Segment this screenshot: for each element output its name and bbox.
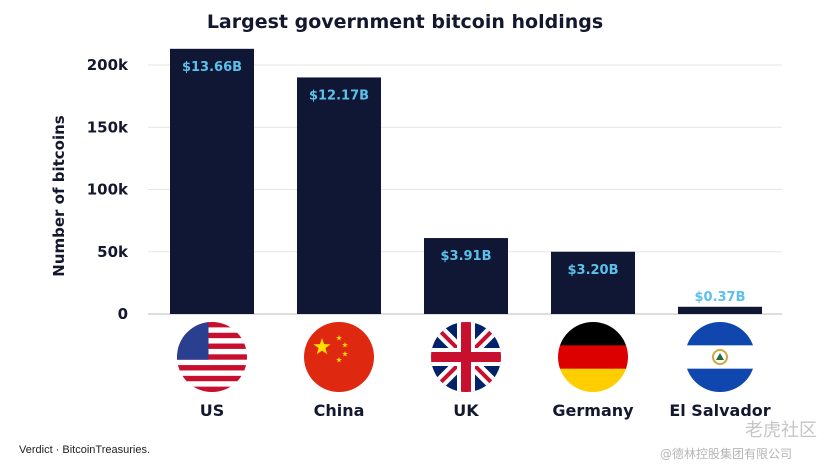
us-flag-icon (177, 322, 247, 392)
x-tick-label: China (314, 401, 365, 420)
flag-stripe (558, 368, 628, 392)
data-label: $3.20B (567, 263, 618, 278)
flag-stripe (177, 359, 247, 366)
bar-el-salvador (678, 306, 762, 314)
germany-flag-icon (558, 322, 628, 392)
flag-emblem (716, 353, 724, 360)
flag-star (342, 351, 348, 357)
uk-flag-icon (431, 322, 501, 392)
y-tick-label: 50k (97, 243, 129, 261)
bar-china (297, 77, 381, 314)
flag-canton (177, 322, 209, 360)
y-tick-label: 100k (87, 181, 129, 199)
flag-star (342, 342, 348, 348)
y-tick-label: 150k (87, 118, 129, 136)
el-salvador-flag-icon (685, 322, 755, 392)
watermark-text: @德林控股集团有限公司 (660, 447, 793, 461)
bar-germany (551, 251, 635, 314)
flag-emblem (712, 349, 728, 365)
y-tick-label: 0 (118, 305, 128, 323)
flag-stripe (685, 322, 755, 346)
y-axis-label: Number of bitcoins (50, 115, 68, 277)
data-label: $12.17B (309, 88, 369, 103)
bar-us (170, 48, 254, 314)
x-tick-label: US (200, 401, 225, 420)
flag-star (313, 338, 331, 355)
flag-stripe (177, 322, 247, 328)
flag-stripe (177, 327, 247, 334)
flag-stripe (177, 386, 247, 392)
flag-stripe (177, 338, 247, 345)
flag-stripe (558, 345, 628, 370)
flag-stripe (558, 322, 628, 346)
china-flag-icon (304, 322, 374, 392)
flag-star (336, 357, 342, 363)
flag-stripe (685, 368, 755, 392)
flag-stripe (177, 348, 247, 355)
flag-stripe (177, 370, 247, 377)
x-tick-label: El Salvador (669, 401, 770, 420)
flag-stripe (177, 365, 247, 371)
data-label: $13.66B (182, 60, 242, 75)
source-credit: Verdict · BitcoinTreasuries. (19, 444, 151, 456)
bar-uk (424, 238, 508, 314)
flag-stripe (177, 332, 247, 339)
y-tick-label: 200k (87, 56, 129, 74)
data-label: $3.91B (440, 249, 491, 264)
flag-stripe (177, 343, 247, 350)
chart-title: Largest government bitcoin holdings (207, 11, 603, 33)
x-tick-label: Germany (552, 401, 634, 420)
x-tick-label: UK (453, 401, 479, 420)
data-label: $0.37B (694, 290, 745, 305)
flag-stripe (177, 375, 247, 382)
flag-cross (431, 352, 501, 362)
watermark-logo: 老虎社区 (745, 420, 817, 441)
flag-stripe (177, 381, 247, 388)
flag-star (336, 335, 342, 341)
flag-stripe (177, 354, 247, 361)
